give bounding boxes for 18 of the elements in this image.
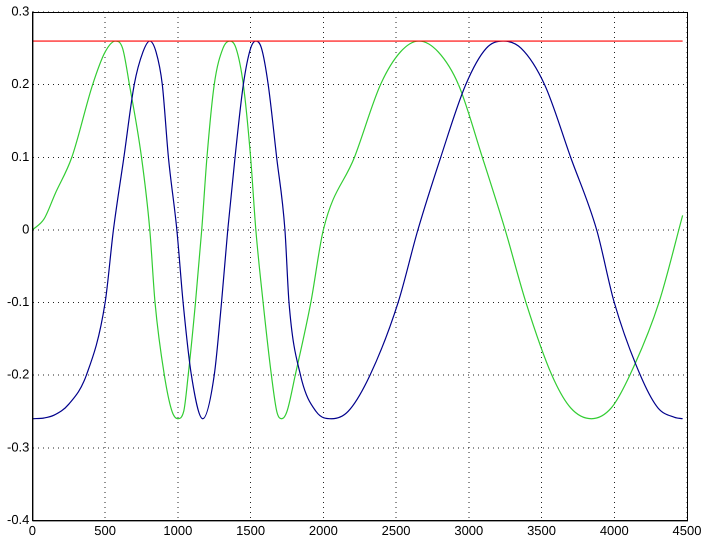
y-tick-label: 0.1	[11, 148, 30, 164]
x-tick-label: 3500	[527, 522, 556, 538]
x-tick-label: 500	[94, 522, 116, 538]
x-tick-label: 2000	[308, 522, 338, 538]
y-tick-label: 0	[22, 221, 30, 236]
x-tick-label: 4500	[672, 522, 702, 538]
x-tick-label: 1000	[163, 522, 192, 538]
y-tick-label: 0.2	[11, 76, 30, 92]
y-tick-label: 0.3	[11, 4, 30, 19]
y-tick-label: -0.4	[6, 512, 30, 527]
x-tick-label: 4000	[600, 522, 629, 538]
line-series	[32, 40, 684, 420]
x-tick-label: 3000	[454, 522, 484, 538]
x-tick-label: 1500	[236, 522, 266, 538]
y-tick-label: -0.1	[6, 294, 30, 310]
x-tick-label: 2500	[382, 522, 411, 538]
y-tick-label: -0.2	[6, 366, 30, 382]
y-tick-label: -0.3	[6, 439, 30, 454]
